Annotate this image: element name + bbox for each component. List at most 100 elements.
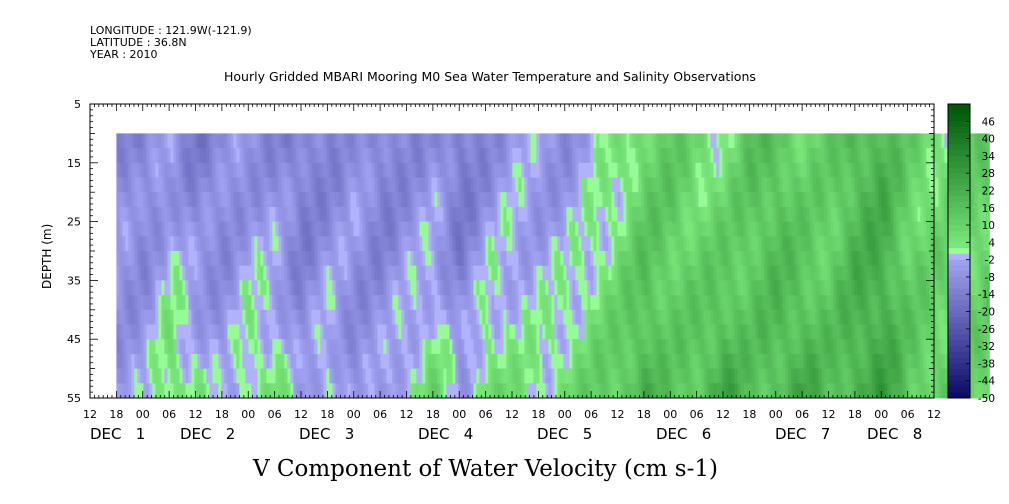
heatmap-cell [497,295,501,311]
heatmap-cell [764,192,768,208]
heatmap-cell [617,324,621,340]
heatmap-cell [194,177,198,193]
heatmap-cell [905,383,909,399]
heatmap-cell [824,324,828,340]
heatmap-cell [311,236,315,252]
heatmap-cell [419,265,423,281]
heatmap-cell [335,192,339,208]
heatmap-cell [164,309,168,325]
heatmap-cell [272,177,276,193]
heatmap-cell [605,353,609,369]
heatmap-cell [896,383,900,399]
heatmap-cell [248,324,252,340]
heatmap-cell [233,339,237,355]
heatmap-cell [554,192,558,208]
heatmap-cell [800,368,804,384]
heatmap-cell [656,265,660,281]
heatmap-cell [395,148,399,164]
heatmap-cell [398,251,402,267]
heatmap-cell [524,295,528,311]
heatmap-cell [374,368,378,384]
heatmap-cell [635,280,639,296]
heatmap-cell [266,339,270,355]
heatmap-cell [818,295,822,311]
heatmap-cell [923,251,927,267]
heatmap-cell [176,324,180,340]
heatmap-cell [860,280,864,296]
heatmap-cell [524,133,528,149]
heatmap-cell [512,309,516,325]
heatmap-cell [671,324,675,340]
heatmap-cell [878,309,882,325]
heatmap-cell [365,368,369,384]
heatmap-cell [527,265,531,281]
heatmap-cell [239,236,243,252]
heatmap-cell [710,383,714,399]
heatmap-cell [389,236,393,252]
heatmap-cell [770,236,774,252]
heatmap-cell [671,339,675,355]
heatmap-cell [263,324,267,340]
heatmap-cell [800,339,804,355]
heatmap-cell [347,324,351,340]
heatmap-cell [254,368,258,384]
heatmap-cell [779,221,783,237]
heatmap-cell [902,324,906,340]
heatmap-cell [734,280,738,296]
heatmap-cell [350,177,354,193]
heatmap-cell [911,206,915,222]
heatmap-cell [557,339,561,355]
heatmap-cell [116,133,120,149]
heatmap-cell [905,368,909,384]
heatmap-cell [533,251,537,267]
heatmap-cell [581,368,585,384]
heatmap-cell [833,280,837,296]
heatmap-cell [914,251,918,267]
heatmap-cell [782,339,786,355]
heatmap-cell [599,309,603,325]
heatmap-cell [185,148,189,164]
heatmap-cell [746,206,750,222]
heatmap-cell [539,221,543,237]
heatmap-cell [152,265,156,281]
heatmap-cell [422,309,426,325]
heatmap-cell [272,192,276,208]
heatmap-cell [392,251,396,267]
heatmap-cell [350,368,354,384]
heatmap-cell [572,133,576,149]
heatmap-cell [647,368,651,384]
heatmap-cell [494,148,498,164]
heatmap-cell [455,295,459,311]
heatmap-cell [179,236,183,252]
heatmap-cell [332,280,336,296]
heatmap-cell [512,295,516,311]
heatmap-cell [347,206,351,222]
heatmap-cell [842,353,846,369]
heatmap-cell [356,309,360,325]
heatmap-cell [737,177,741,193]
heatmap-cell [710,280,714,296]
heatmap-cell [833,295,837,311]
heatmap-cell [755,265,759,281]
heatmap-cell [560,177,564,193]
heatmap-cell [788,133,792,149]
heatmap-cell [608,251,612,267]
heatmap-cell [662,221,666,237]
heatmap-cell [320,177,324,193]
heatmap-cell [347,353,351,369]
heatmap-cell [827,251,831,267]
heatmap-cell [809,148,813,164]
heatmap-cell [296,295,300,311]
heatmap-cell [251,236,255,252]
heatmap-cell [350,295,354,311]
heatmap-cell [884,339,888,355]
heatmap-cell [653,177,657,193]
heatmap-cell [482,177,486,193]
heatmap-cell [131,221,135,237]
heatmap-cell [548,280,552,296]
heatmap-cell [551,206,555,222]
heatmap-cell [371,265,375,281]
heatmap-cell [920,353,924,369]
heatmap-cell [770,177,774,193]
heatmap-cell [164,251,168,267]
